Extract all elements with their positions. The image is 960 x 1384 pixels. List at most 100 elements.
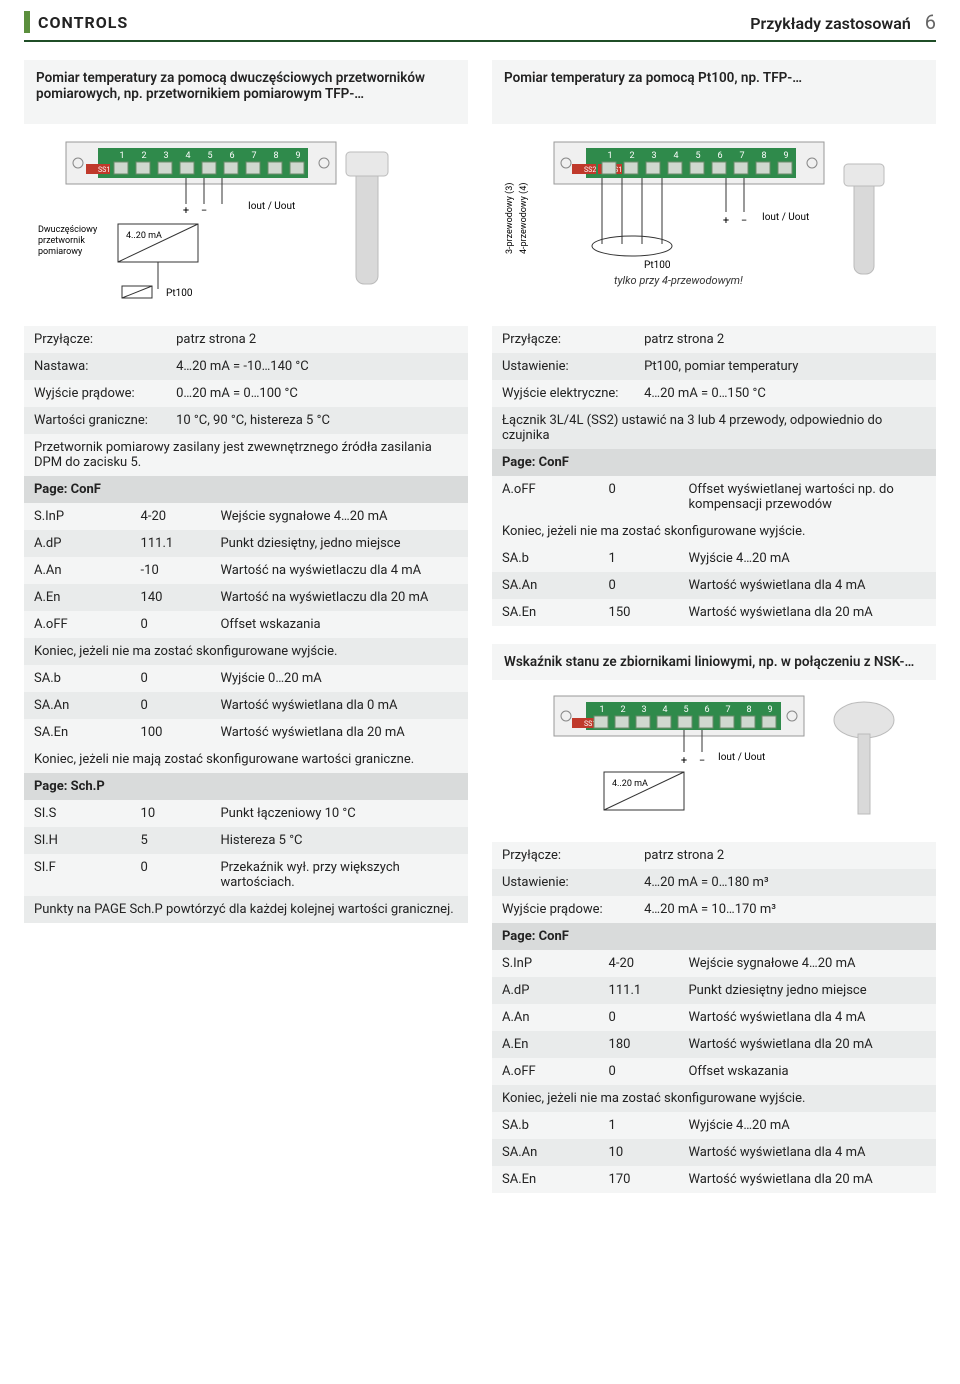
svg-text:1: 1 <box>607 151 612 161</box>
svg-text:6: 6 <box>704 705 709 715</box>
table-cell: Wartość wyświetlana dla 4 mA <box>678 1139 936 1166</box>
left-panel-title: Pomiar temperatury za pomocą dwuczęściow… <box>24 60 468 124</box>
svg-text:7: 7 <box>725 705 730 715</box>
svg-text:Dwuczęściowy: Dwuczęściowy <box>38 225 98 235</box>
svg-text:−: − <box>741 214 747 227</box>
table-cell: SA.An <box>24 692 131 719</box>
svg-text:3: 3 <box>651 151 656 161</box>
svg-text:8: 8 <box>746 705 751 715</box>
svg-text:5: 5 <box>207 151 212 161</box>
svg-text:3: 3 <box>641 705 646 715</box>
svg-text:1: 1 <box>599 705 604 715</box>
svg-text:4: 4 <box>673 151 678 161</box>
svg-text:6: 6 <box>717 151 722 161</box>
table-cell: 0 <box>599 1058 679 1085</box>
right-subheading: Wskaźnik stanu ze zbiornikami liniowymi,… <box>492 644 936 680</box>
right-panel-title: Pomiar temperatury za pomocą Pt100, np. … <box>492 60 936 124</box>
table-cell: Offset wskazania <box>678 1058 936 1085</box>
left-note2: Koniec, jeżeli nie ma zostać skonfigurow… <box>24 638 468 665</box>
table-cell: Offset wskazania <box>210 611 468 638</box>
table-cell: 10 <box>131 800 211 827</box>
table-cell: Punkt dziesiętny jedno miejsce <box>678 977 936 1004</box>
table-cell: Przekaźnik wył. przy większych wartościa… <box>210 854 468 896</box>
table-cell: 4…20 mA = 10…170 m³ <box>634 896 936 923</box>
table-cell: SA.En <box>492 599 599 626</box>
svg-text:2: 2 <box>629 151 634 161</box>
svg-text:5: 5 <box>683 705 688 715</box>
svg-text:4: 4 <box>185 151 190 161</box>
svg-text:3-przewodowy (3): 3-przewodowy (3) <box>504 183 515 254</box>
table-cell: A.oFF <box>24 611 131 638</box>
table-cell: Przyłącze: <box>492 326 634 353</box>
table-cell: 0 <box>131 611 211 638</box>
table-cell: 4…20 mA = -10…140 °C <box>166 353 468 380</box>
table-cell: A.An <box>492 1004 599 1031</box>
svg-text:Iout / Uout: Iout / Uout <box>762 212 809 223</box>
table-cell: 111.1 <box>131 530 211 557</box>
table-cell: 4…20 mA = 0…150 °C <box>634 380 936 407</box>
table-cell: A.oFF <box>492 1058 599 1085</box>
table-cell: SA.b <box>24 665 131 692</box>
table-cell: Wejście sygnałowe 4…20 mA <box>678 950 936 977</box>
svg-text:5: 5 <box>695 151 700 161</box>
table-cell: SA.b <box>492 1112 599 1139</box>
table-cell: Offset wyświetlanej wartości np. do komp… <box>678 476 936 518</box>
table-cell: Wartość wyświetlana dla 4 mA <box>678 1004 936 1031</box>
table-cell: SI.H <box>24 827 131 854</box>
svg-text:1: 1 <box>119 151 124 161</box>
right-diagram: SS2 SS1 123456789 Pt100 tylko przy 4-prz… <box>492 134 936 314</box>
table-cell: Nastawa: <box>24 353 166 380</box>
table-cell: 1 <box>599 545 679 572</box>
table-cell: A.An <box>24 557 131 584</box>
table-cell: Ustawienie: <box>492 869 634 896</box>
table-cell: 0 <box>131 692 211 719</box>
svg-text:Pt100: Pt100 <box>644 260 671 271</box>
table-cell: Wejście sygnałowe 4…20 mA <box>210 503 468 530</box>
right-grid3: Page: ConF S.InP4-20Wejście sygnałowe 4…… <box>492 923 936 1085</box>
table-cell: Wartość wyświetlana dla 4 mA <box>678 572 936 599</box>
svg-text:9: 9 <box>767 705 772 715</box>
svg-text:Iout / Uout: Iout / Uout <box>248 201 295 212</box>
table-cell: Histereza 5 °C <box>210 827 468 854</box>
table-cell: 150 <box>599 599 679 626</box>
table-cell: -10 <box>131 557 211 584</box>
table-cell: Wartość wyświetlana dla 20 mA <box>678 599 936 626</box>
right-kv2-table: Przyłącze:patrz strona 2Ustawienie:4…20 … <box>492 842 936 923</box>
table-cell: Wyjście 0…20 mA <box>210 665 468 692</box>
table-cell: 0…20 mA = 0…100 °C <box>166 380 468 407</box>
left-column: Pomiar temperatury za pomocą dwuczęściow… <box>24 60 468 1193</box>
svg-text:6: 6 <box>229 151 234 161</box>
table-cell: 10 <box>599 1139 679 1166</box>
table-cell: A.dP <box>492 977 599 1004</box>
table-cell: 1 <box>599 1112 679 1139</box>
table-cell: Przyłącze: <box>492 842 634 869</box>
table-cell: 140 <box>131 584 211 611</box>
table-cell: 0 <box>599 476 679 518</box>
svg-text:pomiarowy: pomiarowy <box>38 247 83 257</box>
svg-text:−: − <box>699 754 705 767</box>
svg-text:7: 7 <box>251 151 256 161</box>
svg-text:4..20 mA: 4..20 mA <box>126 231 162 241</box>
table-cell: 0 <box>599 572 679 599</box>
table-cell: 170 <box>599 1166 679 1193</box>
svg-text:SS2: SS2 <box>584 166 596 174</box>
right-note2: Koniec, jeżeli nie ma zostać skonfigurow… <box>492 518 936 545</box>
table-cell: Wartość na wyświetlaczu dla 20 mA <box>210 584 468 611</box>
table-cell: Punkt dziesiętny, jedno miejsce <box>210 530 468 557</box>
svg-text:8: 8 <box>273 151 278 161</box>
table-cell: SA.An <box>492 572 599 599</box>
table-cell: Wartość wyświetlana dla 20 mA <box>678 1166 936 1193</box>
left-kv-table: Przyłącze:patrz strona 2Nastawa:4…20 mA … <box>24 326 468 434</box>
table-cell: Wyjście prądowe: <box>492 896 634 923</box>
right-diagram2: SS1 123456789 + − Iout / Uout 4..20 mA <box>492 690 936 830</box>
right-grid4: SA.b1Wyjście 4…20 mASA.An10Wartość wyświ… <box>492 1112 936 1193</box>
table-cell: patrz strona 2 <box>634 326 936 353</box>
right-grid2: SA.b1Wyjście 4…20 mASA.An0Wartość wyświe… <box>492 545 936 626</box>
right-column: Pomiar temperatury za pomocą Pt100, np. … <box>492 60 936 1193</box>
table-cell: patrz strona 2 <box>634 842 936 869</box>
table-cell: 10 °C, 90 °C, histereza 5 °C <box>166 407 468 434</box>
svg-text:Iout / Uout: Iout / Uout <box>718 752 765 763</box>
table-cell: S.InP <box>492 950 599 977</box>
header-left: CONTROLS <box>38 13 128 32</box>
table-cell: Wartość wyświetlana dla 20 mA <box>678 1031 936 1058</box>
